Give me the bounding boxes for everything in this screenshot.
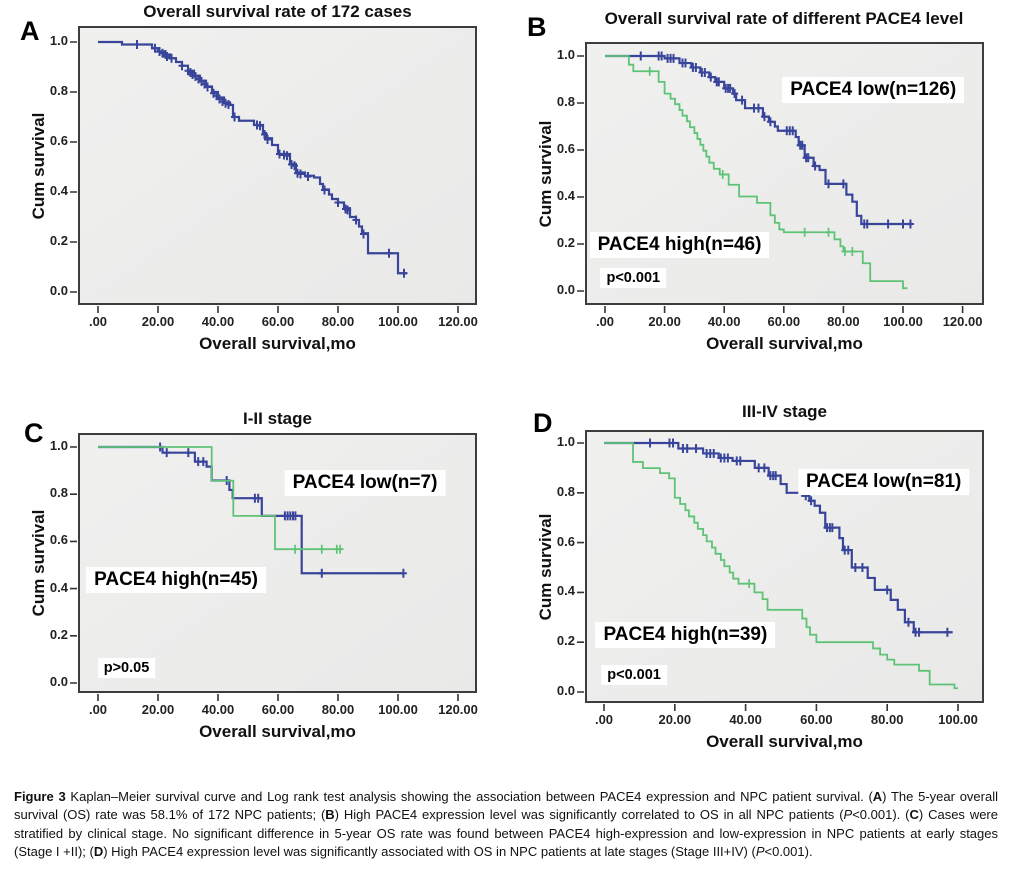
caption-segment: Kaplan–Meier survival curve and Log rank… bbox=[65, 789, 873, 804]
y-tick-label: 0.4 bbox=[49, 183, 68, 198]
y-tick-label: 1.0 bbox=[556, 434, 575, 449]
y-tick-label: 0.0 bbox=[556, 282, 575, 297]
caption-segment: <0.001). bbox=[764, 844, 813, 860]
series-label: PACE4 low(n=7) bbox=[284, 470, 446, 497]
x-tick-label: 80.00 bbox=[321, 702, 355, 717]
caption-segment: B bbox=[325, 807, 335, 823]
panel-title-a: Overall survival rate of 172 cases bbox=[143, 2, 412, 21]
y-tick-label: 0.2 bbox=[556, 633, 575, 649]
y-axis-label-c: Cum survival bbox=[29, 509, 48, 617]
panel-letter-c: C bbox=[24, 418, 44, 448]
caption-segment: Figure 3 bbox=[14, 789, 66, 804]
x-tick-label: 40.00 bbox=[707, 314, 741, 329]
x-tick-label: .00 bbox=[594, 712, 614, 727]
x-tick-label: 60.00 bbox=[767, 314, 801, 329]
panel-title-b: Overall survival rate of different PACE4… bbox=[604, 9, 964, 28]
x-tick-label: 100.00 bbox=[938, 712, 978, 727]
x-axis-label-d: Overall survival,mo bbox=[706, 732, 863, 751]
y-tick-label: 0.4 bbox=[556, 188, 575, 203]
caption-segment: D bbox=[93, 844, 104, 860]
x-tick-label: 80.00 bbox=[321, 314, 355, 329]
x-tick-label: 60.00 bbox=[800, 712, 833, 727]
x-tick-label: 120.00 bbox=[942, 314, 983, 329]
x-tick-label: 40.00 bbox=[729, 712, 762, 727]
y-tick-label: 0.8 bbox=[556, 94, 575, 109]
y-axis-label-b: Cum survival bbox=[536, 120, 555, 228]
y-tick-label: 0.0 bbox=[49, 283, 68, 298]
caption-segment: <0.001). ( bbox=[852, 807, 910, 823]
x-tick-label: 80.00 bbox=[827, 314, 860, 329]
y-tick-label: 0.4 bbox=[556, 583, 575, 599]
x-tick-label: .00 bbox=[595, 314, 615, 329]
panel-title-d: III-IV stage bbox=[741, 402, 828, 421]
x-tick-label: 40.00 bbox=[201, 702, 235, 717]
x-tick-label: 60.00 bbox=[261, 702, 295, 717]
y-axis-label-a: Cum survival bbox=[29, 112, 48, 220]
p-value-label: p<0.001 bbox=[600, 267, 667, 288]
y-tick-label: 0.2 bbox=[49, 626, 68, 642]
x-tick-label: 80.00 bbox=[870, 712, 904, 727]
y-tick-label: 0.8 bbox=[49, 485, 68, 501]
y-tick-label: 0.2 bbox=[556, 235, 575, 250]
x-tick-label: 120.00 bbox=[438, 702, 478, 717]
series-label: PACE4 low(n=126) bbox=[782, 77, 965, 104]
panel-letter-d: D bbox=[533, 408, 553, 438]
x-tick-label: .00 bbox=[88, 314, 108, 329]
y-tick-label: 0.6 bbox=[49, 133, 68, 148]
y-tick-label: 0.6 bbox=[556, 141, 575, 156]
panel-letter-a: A bbox=[20, 16, 40, 46]
x-tick-label: .00 bbox=[88, 702, 108, 717]
x-tick-label: 20.00 bbox=[141, 314, 175, 329]
y-tick-label: 1.0 bbox=[556, 47, 575, 62]
y-tick-label: 0.6 bbox=[49, 532, 68, 548]
series-label: PACE4 high(n=46) bbox=[589, 231, 770, 258]
y-tick-label: 1.0 bbox=[49, 33, 68, 48]
series-label: PACE4 low(n=81) bbox=[797, 468, 970, 495]
y-tick-label: 0.4 bbox=[49, 579, 68, 595]
x-tick-label: 60.00 bbox=[261, 314, 295, 329]
x-tick-label: 100.00 bbox=[378, 702, 418, 717]
y-tick-label: 0.8 bbox=[49, 83, 68, 98]
figure-caption: Figure 3 Kaplan–Meier survival curve and… bbox=[14, 788, 998, 862]
caption-segment: ) Cases were stratified by clinical stag… bbox=[14, 807, 998, 860]
x-tick-label: 100.00 bbox=[378, 314, 418, 329]
caption-segment: ) High PACE4 expression level was signif… bbox=[334, 807, 844, 823]
x-axis-label-a: Overall survival,mo bbox=[199, 334, 356, 353]
panel-title-c: I-II stage bbox=[243, 409, 312, 428]
x-tick-label: 20.00 bbox=[141, 702, 175, 717]
y-tick-label: 1.0 bbox=[49, 438, 68, 453]
x-tick-label: 20.00 bbox=[648, 314, 681, 329]
y-tick-label: 0.0 bbox=[556, 683, 575, 698]
caption-segment: P bbox=[755, 844, 765, 860]
caption-segment: P bbox=[843, 807, 853, 823]
panel-letter-b: B bbox=[527, 12, 547, 42]
x-tick-label: 20.00 bbox=[658, 712, 692, 727]
p-value-label: p<0.001 bbox=[601, 664, 667, 685]
series-label: PACE4 high(n=39) bbox=[595, 621, 776, 648]
caption-segment: ) High PACE4 expression level was signif… bbox=[103, 844, 756, 860]
y-tick-label: 0.0 bbox=[49, 674, 68, 689]
y-axis-label-d: Cum survival bbox=[536, 513, 555, 621]
x-axis-label-b: Overall survival,mo bbox=[706, 334, 863, 353]
x-tick-label: 120.00 bbox=[438, 314, 478, 329]
y-tick-label: 0.2 bbox=[49, 233, 68, 248]
y-tick-label: 0.6 bbox=[556, 533, 575, 549]
series-label: PACE4 high(n=45) bbox=[86, 567, 266, 594]
p-value-label: p>0.05 bbox=[97, 657, 156, 678]
y-tick-label: 0.8 bbox=[556, 483, 575, 499]
caption-segment: ) The 5-year overall survival (OS) rate … bbox=[14, 789, 998, 823]
plot-area-a bbox=[78, 26, 477, 305]
caption-segment: C bbox=[909, 807, 919, 823]
x-tick-label: 100.00 bbox=[883, 314, 923, 329]
x-tick-label: 40.00 bbox=[201, 314, 235, 329]
caption-segment: A bbox=[872, 789, 883, 804]
x-axis-label-c: Overall survival,mo bbox=[199, 722, 356, 741]
